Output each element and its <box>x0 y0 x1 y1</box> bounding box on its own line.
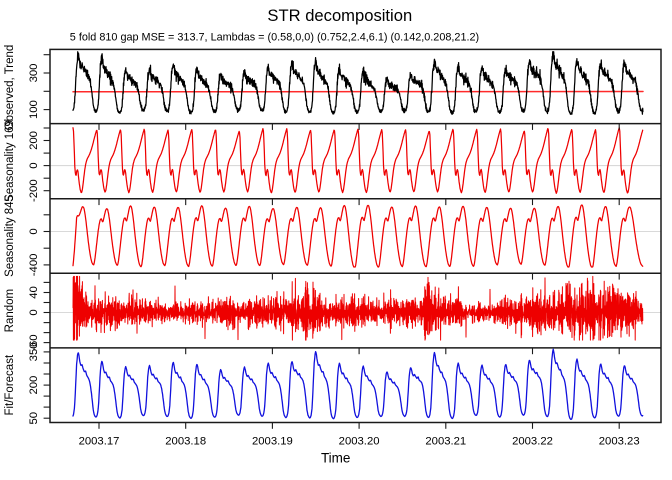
svg-text:300: 300 <box>28 64 40 83</box>
svg-text:5 fold 810 gap MSE = 313.7, La: 5 fold 810 gap MSE = 313.7, Lambdas = (0… <box>70 31 479 43</box>
svg-text:2003.17: 2003.17 <box>79 436 120 448</box>
svg-text:2003.23: 2003.23 <box>599 436 640 448</box>
svg-text:40: 40 <box>28 286 40 299</box>
svg-text:Time: Time <box>321 450 351 465</box>
svg-text:0: 0 <box>28 309 40 315</box>
svg-text:-400: -400 <box>28 254 40 277</box>
svg-text:50: 50 <box>28 412 40 425</box>
svg-text:2003.22: 2003.22 <box>512 436 553 448</box>
svg-text:100: 100 <box>28 100 40 119</box>
svg-text:2003.18: 2003.18 <box>165 436 206 448</box>
svg-text:Observed, Trend: Observed, Trend <box>4 45 16 131</box>
svg-text:Seasonality 169: Seasonality 169 <box>4 120 16 202</box>
svg-text:200: 200 <box>28 376 40 395</box>
svg-text:2003.20: 2003.20 <box>339 436 380 448</box>
svg-text:2003.19: 2003.19 <box>252 436 293 448</box>
svg-text:-200: -200 <box>28 179 40 202</box>
svg-text:2003.21: 2003.21 <box>425 436 466 448</box>
svg-text:-60: -60 <box>28 334 40 350</box>
svg-text:350: 350 <box>28 342 40 361</box>
svg-text:0: 0 <box>28 228 40 234</box>
svg-text:Fit/Forecast: Fit/Forecast <box>4 354 16 416</box>
svg-text:Random: Random <box>4 289 16 332</box>
svg-text:0: 0 <box>28 162 40 168</box>
svg-text:Seasonality 845: Seasonality 845 <box>4 195 16 277</box>
svg-text:200: 200 <box>28 131 40 150</box>
svg-text:STR decomposition: STR decomposition <box>267 6 412 25</box>
